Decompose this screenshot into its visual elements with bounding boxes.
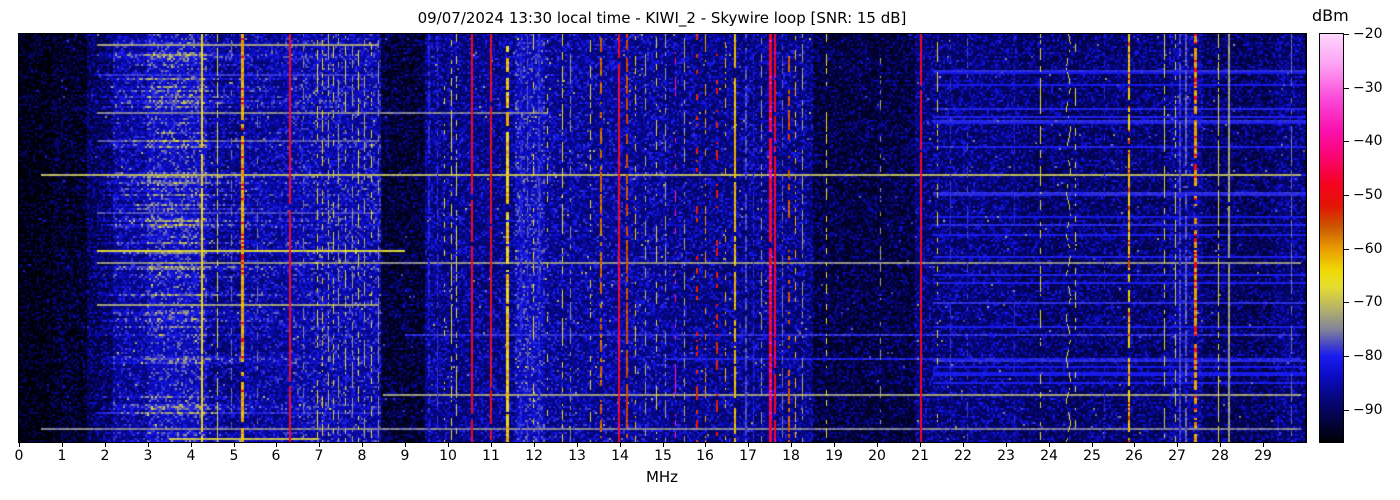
x-tick-mark: [1049, 443, 1050, 447]
colorbar-tick-mark: [1344, 356, 1349, 357]
x-tick-mark: [405, 443, 406, 447]
colorbar-label: dBm: [1312, 6, 1349, 25]
x-tick-label: 1: [57, 448, 67, 464]
x-tick-label: 24: [1040, 448, 1058, 464]
x-tick-mark: [834, 443, 835, 447]
x-tick-label: 25: [1083, 448, 1101, 464]
x-tick-mark: [1006, 443, 1007, 447]
x-tick-label: 15: [654, 448, 672, 464]
colorbar-tick-label: −70: [1353, 294, 1383, 310]
x-tick-label: 21: [911, 448, 929, 464]
x-tick-mark: [1092, 443, 1093, 447]
x-tick-mark: [1220, 443, 1221, 447]
x-tick-label: 26: [1125, 448, 1143, 464]
chart-title: 09/07/2024 13:30 local time - KIWI_2 - S…: [417, 9, 907, 27]
x-tick-label: 2: [100, 448, 110, 464]
x-tick-label: 14: [611, 448, 629, 464]
x-tick-label: 9: [400, 448, 410, 464]
x-tick-mark: [448, 443, 449, 447]
x-tick-label: 27: [1168, 448, 1186, 464]
x-tick-mark: [663, 443, 664, 447]
x-tick-mark: [748, 443, 749, 447]
x-tick-mark: [62, 443, 63, 447]
x-tick-mark: [1177, 443, 1178, 447]
x-tick-mark: [920, 443, 921, 447]
x-tick-label: 7: [314, 448, 324, 464]
x-tick-label: 11: [482, 448, 500, 464]
x-axis-label: MHz: [645, 468, 679, 486]
x-tick-mark: [1263, 443, 1264, 447]
x-tick-label: 17: [739, 448, 757, 464]
x-tick-mark: [705, 443, 706, 447]
colorbar-tick-mark: [1344, 34, 1349, 35]
x-tick-mark: [276, 443, 277, 447]
x-tick-mark: [1134, 443, 1135, 447]
x-tick-label: 8: [357, 448, 367, 464]
x-tick-mark: [191, 443, 192, 447]
x-tick-label: 3: [143, 448, 153, 464]
x-tick-mark: [234, 443, 235, 447]
colorbar-tick-label: −50: [1353, 187, 1383, 203]
x-tick-label: 28: [1211, 448, 1229, 464]
colorbar-tick-label: −30: [1353, 80, 1383, 96]
x-tick-mark: [105, 443, 106, 447]
x-tick-label: 10: [439, 448, 457, 464]
x-tick-label: 6: [271, 448, 281, 464]
colorbar-tick-mark: [1344, 141, 1349, 142]
x-tick-mark: [577, 443, 578, 447]
x-tick-label: 12: [525, 448, 543, 464]
x-tick-mark: [963, 443, 964, 447]
colorbar-tick-label: −40: [1353, 133, 1383, 149]
colorbar-tick-mark: [1344, 88, 1349, 89]
colorbar-tick-mark: [1344, 410, 1349, 411]
x-tick-label: 19: [825, 448, 843, 464]
colorbar: [1319, 33, 1344, 443]
colorbar-tick-mark: [1344, 195, 1349, 196]
x-tick-label: 20: [868, 448, 886, 464]
colorbar-tick-label: −90: [1353, 402, 1383, 418]
colorbar-tick-label: −60: [1353, 241, 1383, 257]
x-tick-mark: [491, 443, 492, 447]
x-tick-label: 4: [186, 448, 196, 464]
colorbar-tick-mark: [1344, 249, 1349, 250]
x-tick-label: 5: [229, 448, 239, 464]
colorbar-tick-label: −20: [1353, 26, 1383, 42]
x-tick-label: 16: [696, 448, 714, 464]
x-tick-label: 29: [1254, 448, 1272, 464]
x-tick-label: 13: [568, 448, 586, 464]
x-tick-mark: [19, 443, 20, 447]
x-tick-mark: [791, 443, 792, 447]
x-tick-mark: [362, 443, 363, 447]
spectrogram-canvas: [19, 34, 1306, 442]
x-tick-mark: [534, 443, 535, 447]
colorbar-tick-mark: [1344, 302, 1349, 303]
x-tick-mark: [620, 443, 621, 447]
x-tick-label: 23: [997, 448, 1015, 464]
x-tick-label: 22: [954, 448, 972, 464]
colorbar-tick-label: −80: [1353, 348, 1383, 364]
x-tick-label: 0: [14, 448, 24, 464]
x-tick-label: 18: [782, 448, 800, 464]
x-tick-mark: [148, 443, 149, 447]
x-tick-mark: [877, 443, 878, 447]
x-tick-mark: [319, 443, 320, 447]
